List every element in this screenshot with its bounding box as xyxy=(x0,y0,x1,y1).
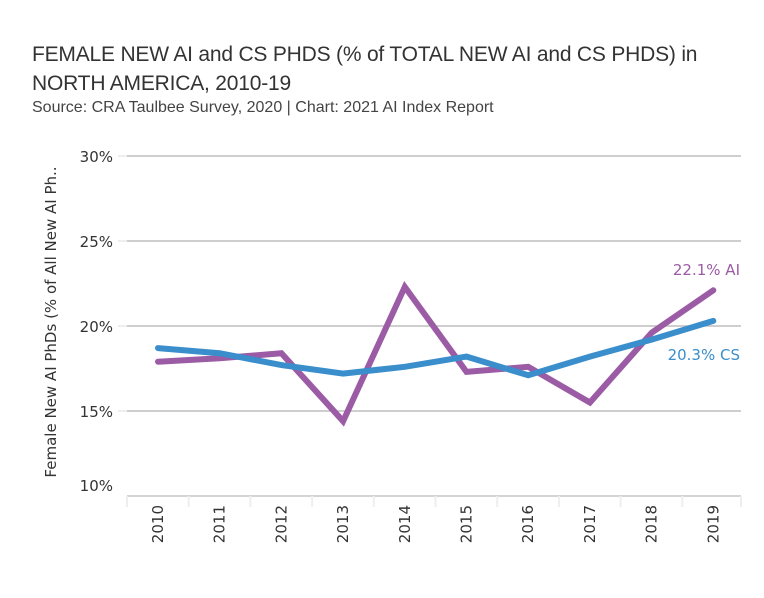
x-tick-label: 2016 xyxy=(519,505,537,543)
x-tick-label: 2010 xyxy=(149,505,167,543)
x-tick-label: 2013 xyxy=(334,505,352,543)
end-annotations: 22.1% AI 20.3% CS xyxy=(668,261,740,364)
x-tick-label: 2015 xyxy=(458,505,476,543)
x-tick-label: 2011 xyxy=(211,505,229,543)
chart-subtitle: Source: CRA Taulbee Survey, 2020 | Chart… xyxy=(32,99,494,116)
y-axis-ticks: 10% 15% 20% 25% 30% xyxy=(80,148,113,495)
series-line-ai xyxy=(155,280,717,427)
x-tick-label: 2017 xyxy=(581,505,599,543)
chart-title: FEMALE NEW AI and CS PHDS (% of TOTAL NE… xyxy=(32,43,698,95)
end-label-ai: 22.1% AI xyxy=(673,261,740,279)
x-axis: 2010 2011 2012 2013 2014 2015 2016 2017 2018 2019 xyxy=(126,495,742,543)
x-tick-label: 2014 xyxy=(396,505,414,543)
y-tick-label: 10% xyxy=(80,477,113,495)
y-tick-label: 25% xyxy=(80,233,113,251)
y-tick-label: 30% xyxy=(80,148,113,166)
y-tick-label: 15% xyxy=(80,403,113,421)
end-label-cs: 20.3% CS xyxy=(668,346,740,364)
x-tick-label: 2019 xyxy=(704,505,722,543)
x-tick-label: 2012 xyxy=(272,505,290,543)
series-line-cs xyxy=(155,317,717,379)
x-tick-label: 2018 xyxy=(643,505,661,543)
gridlines xyxy=(118,155,741,412)
series-lines xyxy=(155,280,717,427)
y-tick-label: 20% xyxy=(80,318,113,336)
